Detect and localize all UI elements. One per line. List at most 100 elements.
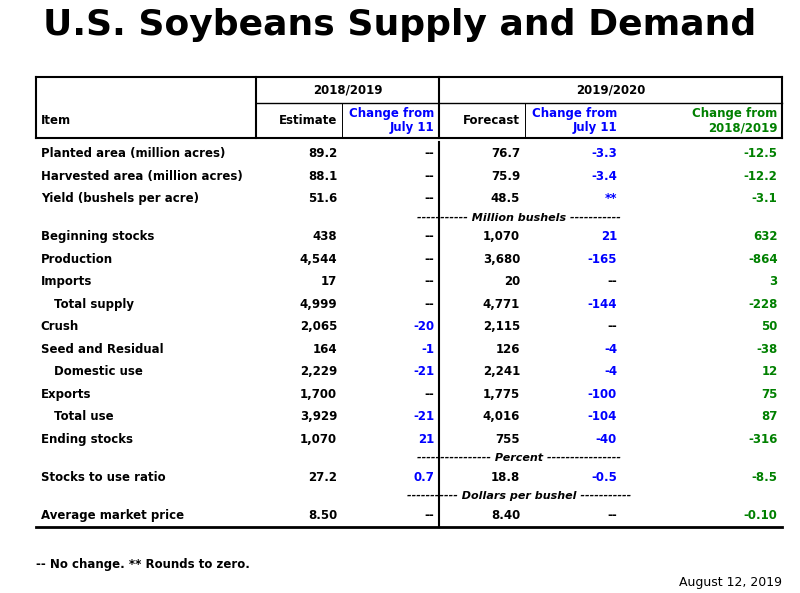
Text: 2,065: 2,065 [300,320,338,333]
Text: ----------- Million bushels -----------: ----------- Million bushels ----------- [418,213,622,222]
Text: 3,929: 3,929 [300,410,338,423]
Text: Change from
July 11: Change from July 11 [349,107,434,134]
Text: Average market price: Average market price [41,509,184,522]
Text: 8.50: 8.50 [308,509,338,522]
Text: --: -- [425,298,434,311]
Text: Seed and Residual: Seed and Residual [41,343,163,356]
Text: --: -- [607,320,617,333]
Text: --: -- [425,170,434,183]
Text: 27.2: 27.2 [308,471,338,484]
Text: -4: -4 [604,343,617,356]
Text: -104: -104 [588,410,617,423]
Text: 2,241: 2,241 [483,365,520,378]
Text: 17: 17 [321,275,338,288]
Text: -12.2: -12.2 [744,170,778,183]
Text: 2,229: 2,229 [300,365,338,378]
Text: --: -- [425,230,434,243]
Text: Forecast: Forecast [463,114,520,127]
Text: 50: 50 [762,320,778,333]
Text: 755: 755 [495,433,520,446]
Text: 164: 164 [313,343,338,356]
Text: Yield (bushels per acre): Yield (bushels per acre) [41,192,199,205]
Text: 3,680: 3,680 [482,253,520,266]
Text: Planted area (million acres): Planted area (million acres) [41,147,225,160]
Text: -316: -316 [748,433,778,446]
Text: -3.1: -3.1 [752,192,778,205]
Text: -40: -40 [596,433,617,446]
Text: -0.10: -0.10 [744,509,778,522]
Text: Ending stocks: Ending stocks [41,433,133,446]
Text: Total use: Total use [54,410,114,423]
Text: 18.8: 18.8 [491,471,520,484]
Text: 4,016: 4,016 [482,410,520,423]
Text: ----------- Dollars per bushel -----------: ----------- Dollars per bushel ---------… [407,492,631,501]
Text: Domestic use: Domestic use [54,365,142,378]
Text: 4,544: 4,544 [299,253,338,266]
Text: Harvested area (million acres): Harvested area (million acres) [41,170,242,183]
Text: -100: -100 [588,388,617,401]
Text: 75.9: 75.9 [491,170,520,183]
Text: 2018/2019: 2018/2019 [313,84,382,97]
Text: 4,999: 4,999 [299,298,338,311]
Text: --: -- [425,275,434,288]
Text: -12.5: -12.5 [744,147,778,160]
Text: August 12, 2019: August 12, 2019 [679,576,782,589]
Text: 1,775: 1,775 [483,388,520,401]
Text: -3.4: -3.4 [591,170,617,183]
Text: 0.7: 0.7 [414,471,434,484]
Text: 20: 20 [504,275,520,288]
Text: -864: -864 [748,253,778,266]
Text: Estimate: Estimate [279,114,338,127]
Text: Beginning stocks: Beginning stocks [41,230,154,243]
Text: Change from
2018/2019: Change from 2018/2019 [692,107,778,134]
Text: -21: -21 [413,365,434,378]
Text: 2,115: 2,115 [483,320,520,333]
Text: --: -- [425,509,434,522]
Text: -- No change. ** Rounds to zero.: -- No change. ** Rounds to zero. [36,558,250,571]
Text: 126: 126 [495,343,520,356]
Text: -1: -1 [422,343,434,356]
Text: 51.6: 51.6 [308,192,338,205]
Text: Crush: Crush [41,320,79,333]
Text: 4,771: 4,771 [483,298,520,311]
Text: --: -- [425,253,434,266]
Text: -3.3: -3.3 [591,147,617,160]
Text: Production: Production [41,253,113,266]
Text: 2019/2020: 2019/2020 [576,84,646,97]
Text: 438: 438 [313,230,338,243]
Text: Imports: Imports [41,275,92,288]
Text: **: ** [605,192,617,205]
Text: Item: Item [41,114,71,127]
Text: -21: -21 [413,410,434,423]
Text: --: -- [425,147,434,160]
Text: -228: -228 [748,298,778,311]
Text: ---------------- Percent ----------------: ---------------- Percent ---------------… [418,454,622,463]
Text: 21: 21 [418,433,434,446]
Text: 1,700: 1,700 [300,388,338,401]
Text: 8.40: 8.40 [491,509,520,522]
Text: 1,070: 1,070 [483,230,520,243]
Text: --: -- [607,275,617,288]
Text: --: -- [607,509,617,522]
Text: -0.5: -0.5 [591,471,617,484]
Text: 21: 21 [601,230,617,243]
Text: -144: -144 [588,298,617,311]
Text: Stocks to use ratio: Stocks to use ratio [41,471,166,484]
Text: 12: 12 [762,365,778,378]
Text: Total supply: Total supply [54,298,134,311]
Text: -20: -20 [413,320,434,333]
Text: -38: -38 [756,343,778,356]
Text: 75: 75 [762,388,778,401]
Text: --: -- [425,388,434,401]
Text: 89.2: 89.2 [308,147,338,160]
Text: Change from
July 11: Change from July 11 [532,107,617,134]
Text: -8.5: -8.5 [752,471,778,484]
Text: 88.1: 88.1 [308,170,338,183]
Text: 48.5: 48.5 [490,192,520,205]
Text: -4: -4 [604,365,617,378]
Text: 76.7: 76.7 [491,147,520,160]
Text: --: -- [425,192,434,205]
Text: U.S. Soybeans Supply and Demand: U.S. Soybeans Supply and Demand [43,8,757,42]
Text: 87: 87 [762,410,778,423]
Text: Exports: Exports [41,388,91,401]
